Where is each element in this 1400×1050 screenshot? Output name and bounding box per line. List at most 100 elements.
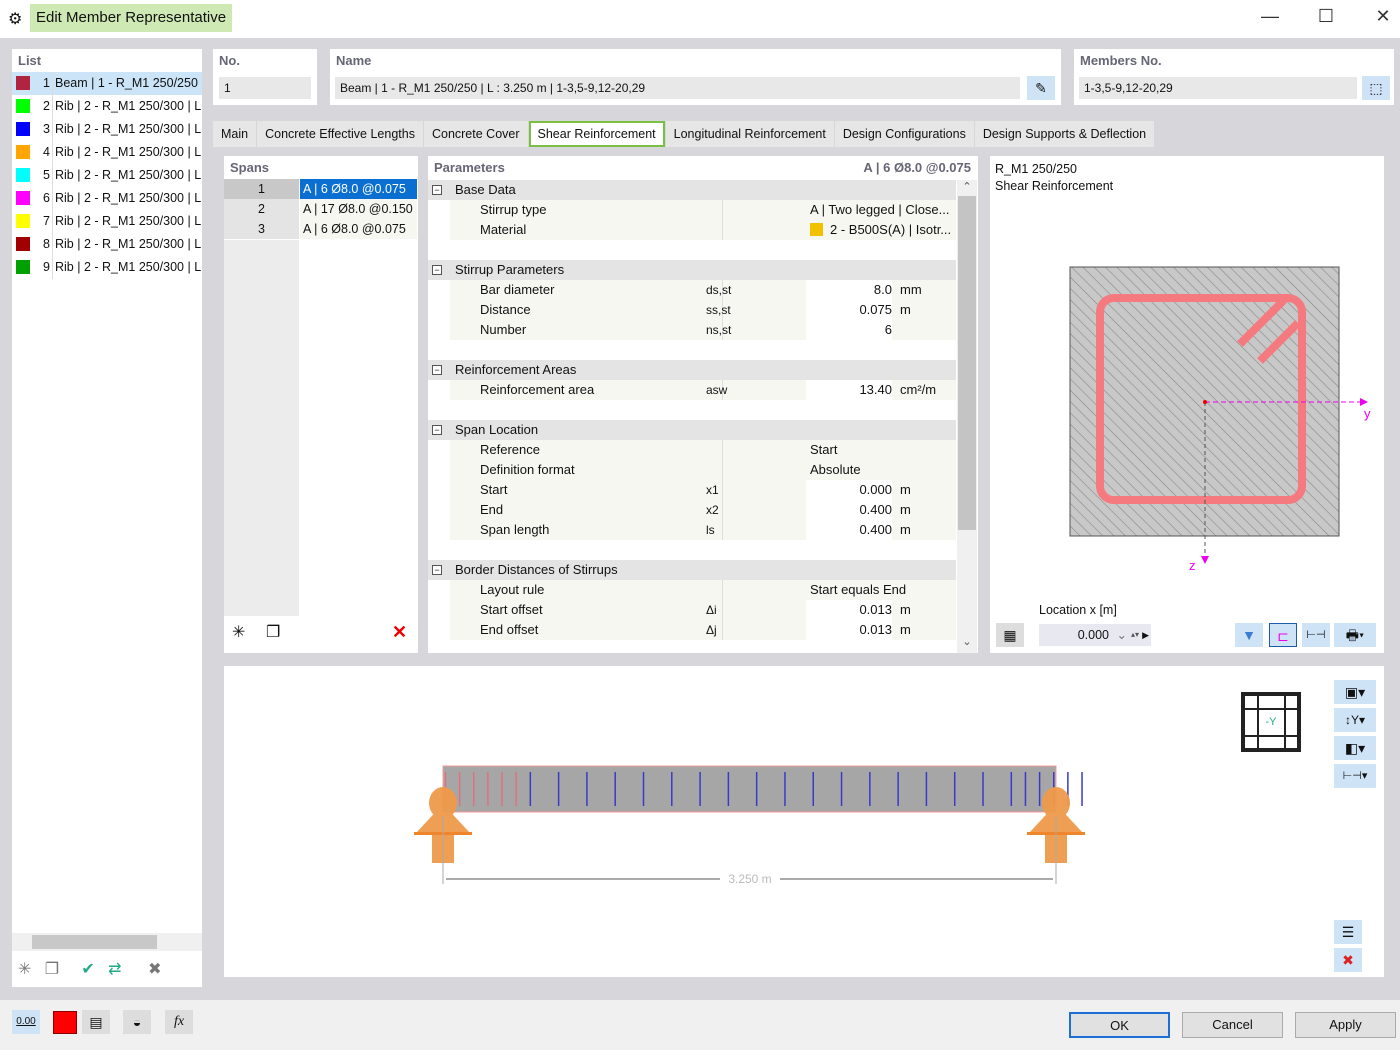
edit-name-icon[interactable]: ✎ <box>1027 76 1055 100</box>
render-mode-icon[interactable]: ◧▾ <box>1334 736 1376 760</box>
collapse-icon[interactable]: − <box>432 365 442 375</box>
delete-icon[interactable]: ✖ <box>148 961 162 978</box>
parameter-value[interactable]: Start <box>810 442 838 457</box>
collapse-icon[interactable]: − <box>432 185 442 195</box>
parameter-row[interactable]: Material 2 - B500S(A) | Isotr... <box>450 220 956 240</box>
parameter-row[interactable]: Reinforcement area asw 13.40 cm²/m <box>450 380 956 400</box>
view-mode-icon[interactable]: ▣▾ <box>1334 680 1376 704</box>
new-span-icon[interactable]: ✳ <box>232 624 246 641</box>
group-header[interactable]: − Span Location <box>428 420 956 440</box>
list-item[interactable]: 6 Rib | 2 - R_M1 250/300 | L <box>12 187 202 210</box>
scroll-down-icon[interactable]: ⌄ <box>962 636 972 648</box>
tab-design-configurations[interactable]: Design Configurations <box>834 121 974 147</box>
view-cube[interactable]: -Y <box>1241 692 1301 752</box>
list-item[interactable]: 9 Rib | 2 - R_M1 250/300 | L <box>12 256 202 279</box>
member-3d-view[interactable]: 3.250 m -Y ▣▾ ↕Y▾ ◧▾ ⊢⊣▾ ☰ ✖ <box>224 666 1384 977</box>
parameter-row[interactable]: Layout rule Start equals End <box>450 580 956 600</box>
print-icon[interactable]: 🖶▾ <box>1334 623 1376 647</box>
spinner-icon[interactable]: ▴▾ <box>1130 630 1139 639</box>
new-item-icon[interactable]: ✳ <box>18 961 32 978</box>
list-item[interactable]: 8 Rib | 2 - R_M1 250/300 | L <box>12 233 202 256</box>
list-item[interactable]: 4 Rib | 2 - R_M1 250/300 | L <box>12 141 202 164</box>
delete-span-icon[interactable]: ✕ <box>392 622 408 642</box>
parameter-value[interactable]: 0.013 <box>806 600 892 620</box>
parameter-value[interactable]: 13.40 <box>806 380 892 400</box>
list-horizontal-scrollbar[interactable] <box>12 933 202 951</box>
units-icon[interactable]: 0.00 <box>12 1010 40 1034</box>
apply-button[interactable]: Apply <box>1295 1012 1396 1038</box>
parameters-tree[interactable]: − Base Data Stirrup type A | Two legged | C… <box>428 180 956 653</box>
copy-span-icon[interactable]: ❐ <box>266 624 281 641</box>
scroll-up-icon[interactable]: ⌃ <box>962 181 972 193</box>
display-properties-icon[interactable]: ▤ <box>82 1010 110 1034</box>
list-item[interactable]: 2 Rib | 2 - R_M1 250/300 | L <box>12 95 202 118</box>
members-field[interactable]: 1-3,5-9,12-20,29 <box>1079 77 1357 99</box>
filter-icon[interactable]: ▼ <box>1235 623 1263 647</box>
dimension-mode-icon[interactable]: ⊢⊣▾ <box>1334 764 1376 788</box>
location-x-input[interactable]: 0.000 ⌄ ▴▾ ▶ <box>1039 624 1151 646</box>
parameter-value[interactable]: 0.400 <box>806 520 892 540</box>
select-members-icon[interactable]: ⬚ <box>1362 76 1390 100</box>
group-header[interactable]: − Stirrup Parameters <box>428 260 956 280</box>
reset-view-icon[interactable]: ✖ <box>1334 948 1362 972</box>
scrollbar-thumb[interactable] <box>32 935 157 949</box>
list-item[interactable]: 5 Rib | 2 - R_M1 250/300 | L <box>12 164 202 187</box>
check-all-icon[interactable]: ✔ <box>81 961 95 978</box>
parameter-value[interactable]: 6 <box>806 320 892 340</box>
collapse-icon[interactable]: − <box>432 565 442 575</box>
group-header[interactable]: − Base Data <box>428 180 956 200</box>
parameters-scrollbar[interactable]: ⌃ ⌄ <box>957 180 977 653</box>
tab-concrete-effective-lengths[interactable]: Concrete Effective Lengths <box>257 121 423 147</box>
member-list[interactable]: 1 Beam | 1 - R_M1 250/250 | L 2 Rib | 2 - R… <box>12 72 202 279</box>
section-view-icon[interactable]: ▦ <box>996 623 1024 647</box>
group-header[interactable]: − Border Distances of Stirrups <box>428 560 956 580</box>
parameter-row[interactable]: End offset Δj 0.013 m <box>450 620 956 640</box>
collapse-icon[interactable]: − <box>432 425 442 435</box>
list-item[interactable]: 1 Beam | 1 - R_M1 250/250 | L <box>12 72 202 95</box>
ok-button[interactable]: OK <box>1069 1012 1170 1038</box>
parameter-value[interactable]: 2 - B500S(A) | Isotr... <box>830 222 952 237</box>
parameter-row[interactable]: Span length ls 0.400 m <box>450 520 956 540</box>
parameter-row[interactable]: Distance ss,st 0.075 m <box>450 300 956 320</box>
name-field[interactable]: Beam | 1 - R_M1 250/250 | L : 3.250 m | … <box>335 77 1020 99</box>
axis-direction-icon[interactable]: ↕Y▾ <box>1334 708 1376 732</box>
copy-icon[interactable]: ❐ <box>44 961 60 978</box>
scrollbar-thumb[interactable] <box>958 196 976 530</box>
dropdown-chevron-icon[interactable]: ⌄ <box>1116 628 1127 642</box>
list-item[interactable]: 3 Rib | 2 - R_M1 250/300 | L <box>12 118 202 141</box>
parameter-row[interactable]: End x2 0.400 m <box>450 500 956 520</box>
parameter-value[interactable]: A | Two legged | Close... <box>810 202 950 217</box>
parameter-row[interactable]: Start x1 0.000 m <box>450 480 956 500</box>
parameter-row[interactable]: Start offset Δi 0.013 m <box>450 600 956 620</box>
tab-shear-reinforcement[interactable]: Shear Reinforcement <box>528 121 665 147</box>
tab-longitudinal-reinforcement[interactable]: Longitudinal Reinforcement <box>665 121 834 147</box>
tab-design-supports-deflection[interactable]: Design Supports & Deflection <box>974 121 1155 147</box>
dimension-icon[interactable]: ⊢⊣ <box>1302 623 1330 647</box>
collapse-icon[interactable]: − <box>432 265 442 275</box>
parameter-value[interactable]: 0.013 <box>806 620 892 640</box>
parameter-value[interactable]: 0.000 <box>806 480 892 500</box>
minimize-button[interactable]: — <box>1261 6 1279 26</box>
view-icon[interactable]: ◒ <box>123 1010 151 1034</box>
parameter-row[interactable]: Bar diameter ds,st 8.0 mm <box>450 280 956 300</box>
list-item[interactable]: 7 Rib | 2 - R_M1 250/300 | L <box>12 210 202 233</box>
parameter-row[interactable]: Definition format Absolute <box>450 460 956 480</box>
parameter-row[interactable]: Reference Start <box>450 440 956 460</box>
next-location-icon[interactable]: ▶ <box>1142 630 1149 640</box>
maximize-button[interactable]: ☐ <box>1317 6 1335 26</box>
parameter-value[interactable]: Absolute <box>810 462 861 477</box>
parameter-value[interactable]: 8.0 <box>806 280 892 300</box>
parameter-row[interactable]: Number ns,st 6 <box>450 320 956 340</box>
close-button[interactable]: ✕ <box>1375 6 1391 26</box>
toggle-check-icon[interactable]: ⇄ <box>108 961 122 978</box>
color-icon[interactable] <box>53 1011 77 1034</box>
parameter-value[interactable]: 0.400 <box>806 500 892 520</box>
group-header[interactable]: − Reinforcement Areas <box>428 360 956 380</box>
axes-toggle-icon[interactable]: ⊏ <box>1269 623 1297 647</box>
tab-main[interactable]: Main <box>213 121 257 147</box>
parameter-value[interactable]: Start equals End <box>810 582 907 597</box>
